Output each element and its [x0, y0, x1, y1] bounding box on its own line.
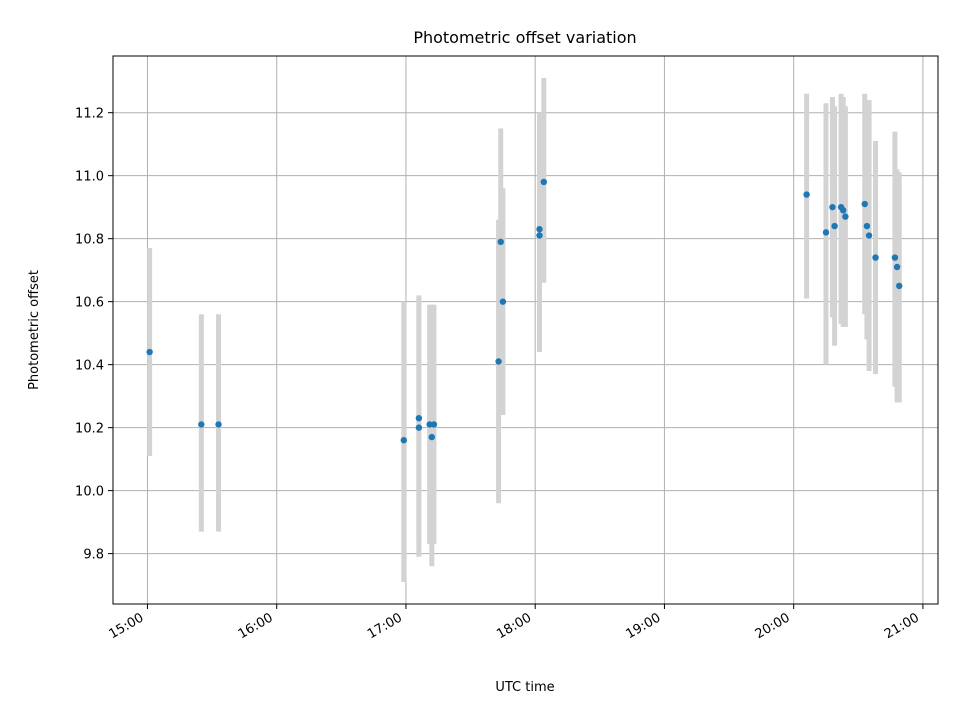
data-point — [822, 229, 830, 236]
data-point — [536, 226, 543, 233]
y-tick-label: 11.0 — [75, 170, 104, 185]
data-point — [840, 207, 847, 214]
grid — [113, 56, 938, 604]
y-axis-label: Photometric offset — [27, 270, 42, 390]
y-tick-label: 10.4 — [75, 359, 104, 374]
data-point — [497, 238, 504, 246]
data-point — [842, 213, 849, 220]
data-point — [891, 254, 899, 261]
y-tick-label: 10.0 — [75, 485, 104, 500]
y-axis-ticks: 9.8 10.0 10.2 10.4 10.6 10.8 11.0 11.2 — [75, 107, 113, 563]
data-point — [803, 191, 810, 198]
data-point — [415, 424, 423, 431]
data-point — [415, 414, 423, 422]
data-point — [146, 348, 153, 356]
data-point — [540, 178, 548, 186]
chart-title: Photometric offset variation — [413, 28, 636, 47]
data-point — [896, 282, 903, 290]
data-point — [861, 200, 868, 208]
data-point — [831, 222, 838, 230]
x-axis-label: UTC time — [495, 680, 554, 695]
data-point — [865, 232, 873, 239]
y-tick-label: 11.2 — [75, 107, 104, 122]
data-point — [536, 232, 543, 239]
data-point — [400, 437, 407, 444]
data-points — [146, 178, 903, 444]
data-point — [872, 254, 879, 261]
data-point — [215, 421, 222, 428]
y-tick-label: 10.8 — [75, 233, 104, 248]
data-point — [829, 203, 836, 211]
data-point — [893, 263, 901, 271]
y-tick-label: 10.2 — [75, 422, 104, 437]
y-tick-label: 10.6 — [75, 296, 104, 311]
data-point — [863, 222, 871, 230]
data-point — [495, 358, 502, 365]
y-tick-label: 9.8 — [83, 548, 104, 563]
data-point — [198, 421, 205, 428]
plot-frame — [112, 55, 939, 605]
data-point — [499, 298, 507, 305]
data-point — [430, 421, 438, 428]
data-point — [428, 433, 435, 441]
